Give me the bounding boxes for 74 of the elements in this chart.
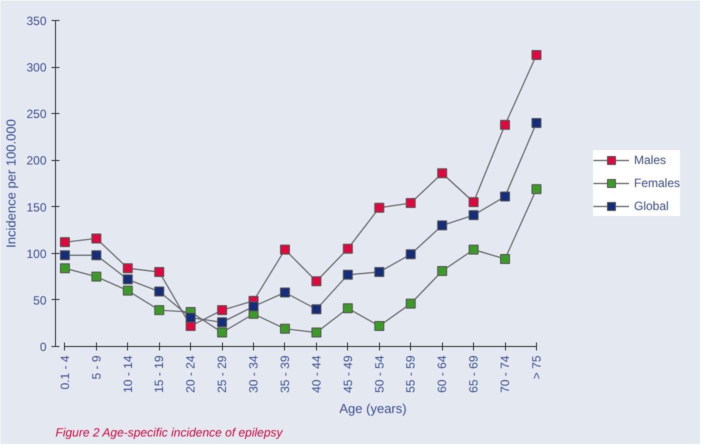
point [217,328,228,338]
x-tick-label: 0.1 - 4 [58,355,72,390]
point [374,266,384,277]
caption: Figure 2 Age-specific incidence of epilepsy [56,426,284,440]
point [468,210,479,220]
x-tick-label: 35 - 39 [278,355,292,393]
point [531,50,542,60]
x-tick-label: 70 - 74 [498,355,512,393]
x-axis-title: Age (years) [339,400,407,416]
legend-label: Global [634,199,669,213]
point [342,303,353,314]
y-tick-label: 100 [26,246,47,261]
point [406,298,416,309]
point [437,220,448,230]
point [248,301,259,312]
point [374,321,384,332]
point [406,198,416,208]
point [468,244,479,255]
point [531,118,542,128]
point [91,272,102,282]
x-tick-label: > 75 [529,355,544,380]
point [311,304,322,314]
x-tick-label: 60 - 64 [435,355,450,393]
point [406,249,416,260]
x-tick-label: 40 - 44 [309,355,324,393]
point [217,317,228,328]
x-tick-label: 10 - 14 [120,355,135,393]
point [154,305,164,316]
y-tick-label: 350 [26,14,47,28]
x-tick-label: 15 - 19 [152,355,166,393]
point [91,250,102,260]
point [91,233,102,244]
point [500,192,510,202]
x-tick-label: 20 - 24 [184,355,198,393]
point [342,244,353,254]
point [437,168,448,178]
point [217,305,228,316]
y-axis-title: Incidence per 100.000 [3,119,18,248]
point [437,266,448,276]
y-tick-label: 250 [26,107,47,122]
point [500,254,510,264]
point [122,286,133,296]
point [60,263,70,274]
point [311,328,322,338]
point [154,266,164,277]
x-tick-label: 30 - 34 [246,355,261,393]
x-tick-label: 50 - 54 [372,355,386,393]
x-tick-label: 65 - 69 [466,355,481,393]
y-tick-label: 150 [26,200,47,214]
point [342,270,353,280]
point [280,244,290,255]
point [280,287,290,298]
point [122,263,133,274]
x-tick-label: 25 - 29 [215,355,230,393]
y-tick-label: 300 [26,60,47,75]
x-tick-label: 45 - 49 [340,355,355,393]
legend-label: Females [634,176,680,190]
point [500,120,510,130]
y-tick-label: 0 [40,340,47,354]
point [154,286,164,297]
y-tick-label: 50 [33,293,47,308]
point [122,274,133,284]
point [311,276,322,286]
point [60,250,70,260]
y-tick-label: 200 [26,154,47,168]
legend-label: Males [634,153,666,167]
x-tick-label: 55 - 59 [404,355,418,393]
point [374,202,384,213]
point [280,324,290,334]
point [186,312,196,323]
x-tick-label: 5 - 9 [89,355,104,380]
point [468,197,479,208]
point [60,237,70,248]
point [531,184,542,194]
